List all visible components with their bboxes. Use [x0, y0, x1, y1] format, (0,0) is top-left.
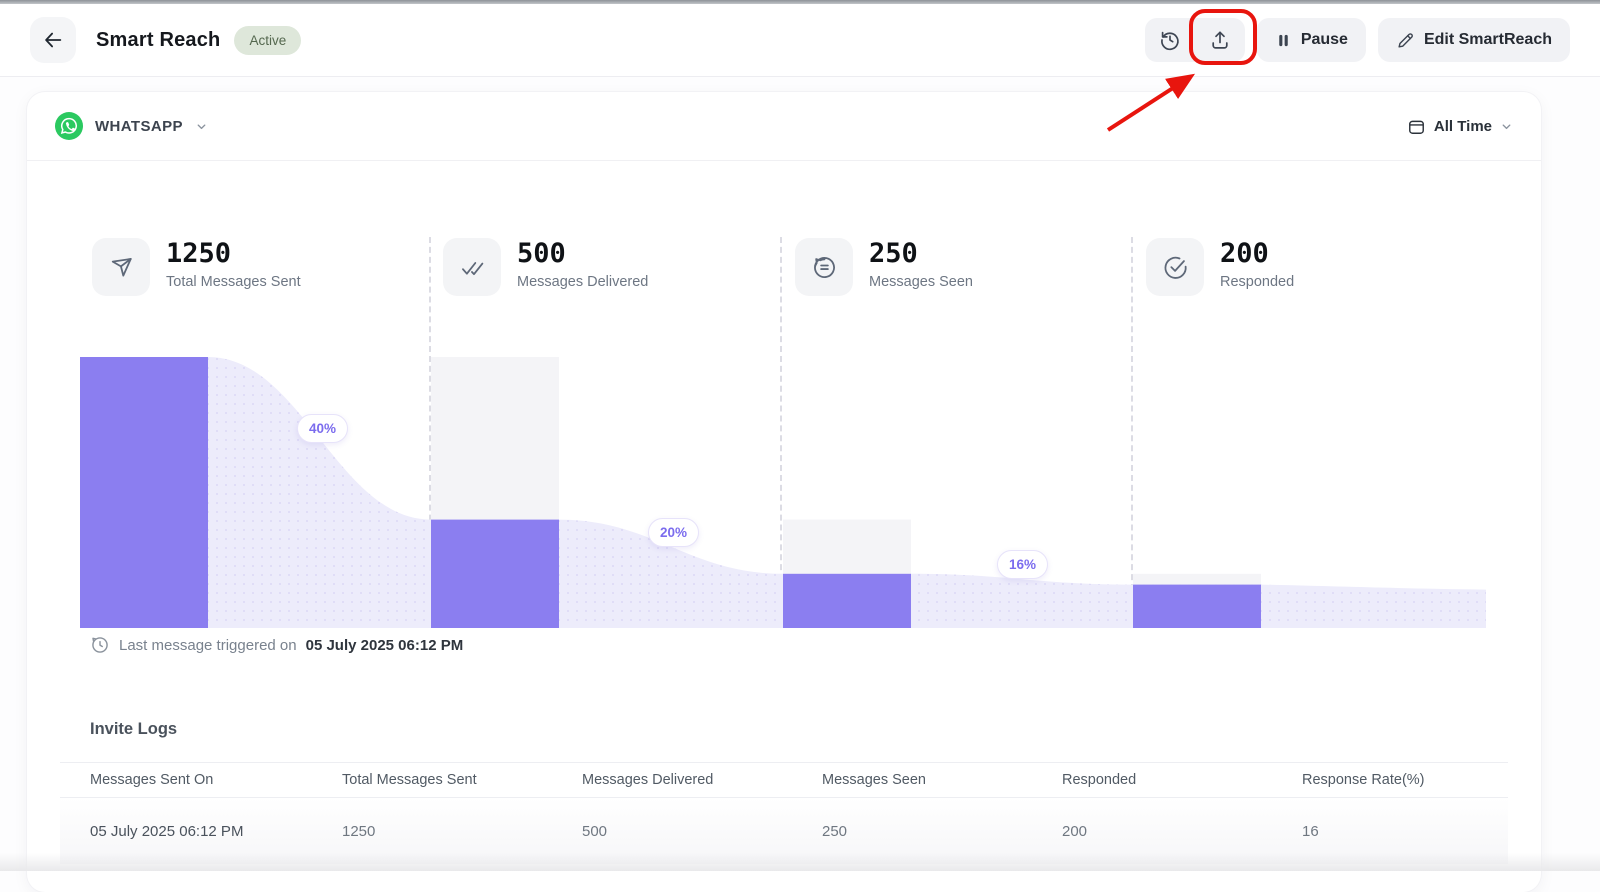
send-icon — [92, 238, 150, 296]
history-button[interactable] — [1145, 18, 1195, 62]
funnel-track — [783, 519, 911, 574]
stat-label: Messages Seen — [869, 273, 973, 290]
column-separator — [1131, 237, 1133, 590]
stat-value: 1250 — [166, 238, 232, 269]
stat-value: 250 — [869, 238, 918, 269]
date-range-select[interactable]: All Time — [1407, 117, 1513, 136]
column-header: Response Rate(%) — [1302, 772, 1425, 788]
history-icon — [1158, 28, 1182, 52]
pause-label: Pause — [1300, 31, 1348, 48]
stat-responded: 200 Responded — [1146, 238, 1294, 296]
page-title: Smart Reach — [96, 28, 221, 51]
cell-responded: 200 — [1062, 822, 1088, 840]
funnel-bar — [1133, 584, 1261, 628]
funnel-bar — [431, 519, 559, 628]
bottom-fade — [0, 853, 1600, 871]
table-header-row: Messages Sent On Total Messages Sent Mes… — [60, 762, 1508, 798]
funnel-track — [1133, 573, 1261, 585]
chevron-down-icon — [195, 120, 208, 133]
column-header: Messages Seen — [822, 772, 926, 788]
funnel-chart — [80, 357, 1486, 628]
stat-label: Messages Delivered — [517, 273, 649, 290]
invite-logs-title: Invite Logs — [90, 720, 178, 738]
last-triggered-prefix: Last message triggered on — [119, 636, 297, 654]
header-actions: Pause Edit SmartReach — [1144, 18, 1570, 62]
export-button[interactable] — [1195, 18, 1245, 62]
message-bubble-icon — [795, 238, 853, 296]
double-check-icon — [443, 238, 501, 296]
conversion-badge: 20% — [648, 518, 700, 547]
edit-label: Edit SmartReach — [1423, 31, 1552, 48]
funnel-track — [431, 357, 559, 520]
cell-delivered: 500 — [582, 822, 608, 840]
page-header: Smart Reach Active Pause — [0, 4, 1600, 77]
cell-sent-on: 05 July 2025 06:12 PM — [90, 822, 244, 840]
column-header: Responded — [1062, 772, 1137, 788]
pencil-icon — [1396, 31, 1415, 50]
clock-history-icon — [90, 635, 110, 655]
channel-select[interactable]: WHATSAPP — [55, 112, 208, 140]
back-arrow-icon — [42, 29, 64, 51]
stat-seen: 250 Messages Seen — [795, 238, 973, 296]
pause-button[interactable]: Pause — [1256, 18, 1366, 62]
edit-smartreach-button[interactable]: Edit SmartReach — [1377, 18, 1570, 62]
pause-icon — [1275, 32, 1292, 49]
cell-seen: 250 — [822, 822, 848, 840]
column-separator — [780, 237, 782, 590]
status-badge: Active — [234, 25, 302, 55]
last-triggered-datetime: 05 July 2025 06:12 PM — [305, 636, 464, 654]
last-triggered-row: Last message triggered on 05 July 2025 0… — [90, 635, 463, 655]
upload-icon — [1208, 28, 1232, 52]
stat-total-sent: 1250 Total Messages Sent — [92, 238, 301, 296]
filter-row: WHATSAPP All Time — [27, 92, 1541, 161]
calendar-icon — [1407, 117, 1426, 136]
stat-label: Total Messages Sent — [166, 273, 301, 290]
back-button[interactable] — [30, 17, 76, 63]
conversion-badge: 40% — [297, 414, 349, 443]
column-separator — [429, 237, 431, 590]
funnel-bar — [783, 573, 911, 628]
chevron-down-icon — [1500, 120, 1513, 133]
invite-logs-table: Messages Sent On Total Messages Sent Mes… — [60, 762, 1508, 864]
whatsapp-icon — [55, 112, 83, 140]
column-header: Messages Delivered — [582, 772, 714, 788]
conversion-badge: 16% — [997, 550, 1049, 579]
check-circle-icon — [1146, 238, 1204, 296]
cell-response-rate: 16 — [1302, 822, 1319, 840]
funnel-bar — [80, 357, 208, 628]
cell-total-sent: 1250 — [342, 822, 376, 840]
column-header: Messages Sent On — [90, 772, 214, 788]
stat-value: 500 — [517, 238, 566, 269]
icon-button-group — [1144, 18, 1245, 62]
stat-delivered: 500 Messages Delivered — [443, 238, 648, 296]
channel-label: WHATSAPP — [95, 117, 183, 135]
column-header: Total Messages Sent — [342, 772, 477, 788]
stat-value: 200 — [1220, 238, 1269, 269]
stat-label: Responded — [1220, 273, 1295, 290]
date-range-label: All Time — [1433, 117, 1492, 135]
campaign-analytics-card: WHATSAPP All Time 1250 Total Messages Se… — [27, 92, 1541, 892]
window-top-edge — [0, 0, 1600, 4]
